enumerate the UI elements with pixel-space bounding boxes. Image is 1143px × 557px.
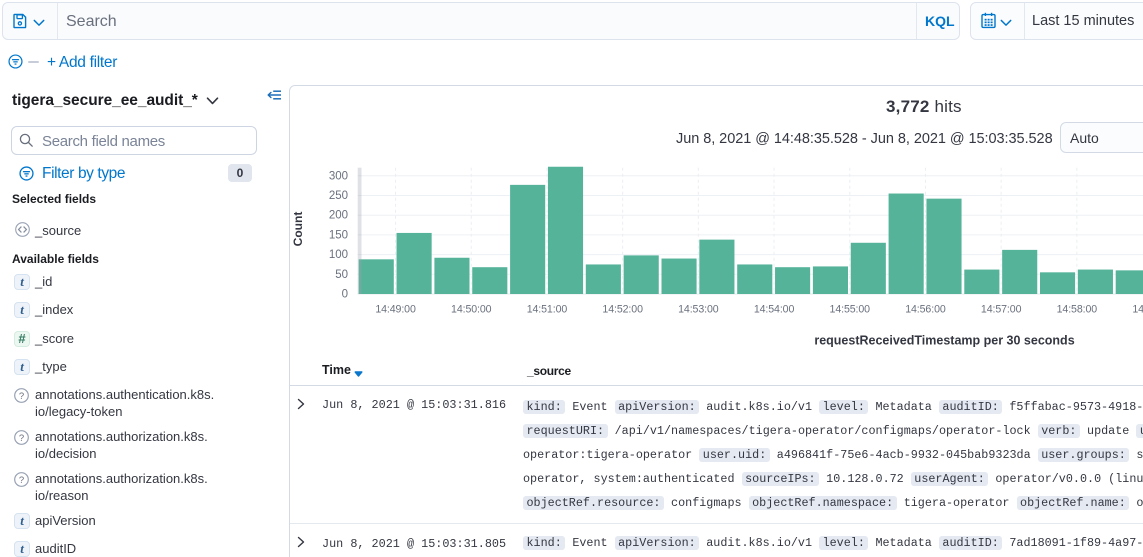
svg-text:0: 0: [342, 289, 348, 301]
svg-text:250: 250: [329, 190, 348, 202]
svg-text:50: 50: [335, 269, 348, 281]
svg-text:14:49:00: 14:49:00: [375, 304, 416, 316]
svg-text:?: ?: [19, 432, 24, 443]
svg-text:14:50:00: 14:50:00: [451, 304, 492, 316]
svg-text:150: 150: [329, 229, 348, 241]
svg-text:200: 200: [329, 210, 348, 222]
svg-text:14:52:00: 14:52:00: [602, 304, 643, 316]
svg-text:Count: Count: [291, 212, 305, 247]
svg-text:requestReceivedTimestamp per 3: requestReceivedTimestamp per 30 seconds: [814, 334, 1074, 348]
svg-text:14:53:00: 14:53:00: [678, 304, 719, 316]
svg-text:100: 100: [329, 249, 348, 261]
svg-text:?: ?: [19, 474, 24, 485]
svg-text:14:56:00: 14:56:00: [905, 304, 946, 316]
svg-text:14:57:00: 14:57:00: [981, 304, 1022, 316]
svg-text:14:59:00: 14:59:00: [1132, 304, 1143, 316]
svg-text:?: ?: [19, 390, 24, 401]
svg-text:14:54:00: 14:54:00: [754, 304, 795, 316]
svg-text:14:58:00: 14:58:00: [1057, 304, 1098, 316]
svg-text:14:51:00: 14:51:00: [527, 304, 568, 316]
svg-text:300: 300: [329, 170, 348, 182]
svg-text:14:55:00: 14:55:00: [830, 304, 871, 316]
